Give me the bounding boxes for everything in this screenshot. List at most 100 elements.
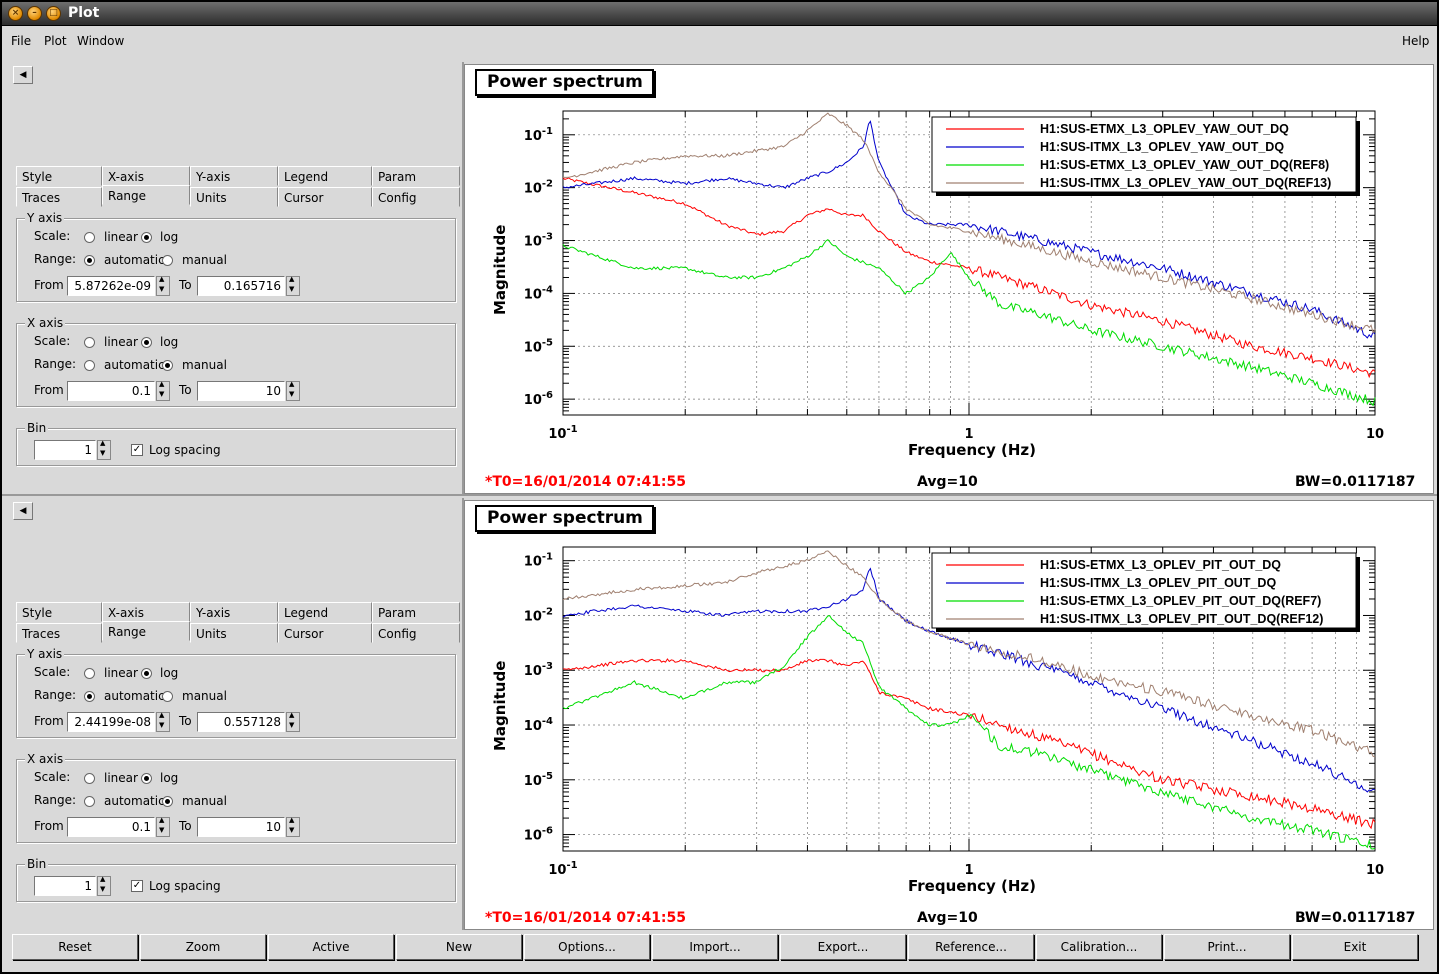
maximize-window-icon[interactable]: □ — [46, 6, 61, 21]
linear-label: linear — [104, 230, 138, 244]
tab-style[interactable]: Style — [16, 602, 102, 622]
tab-range[interactable]: Range — [102, 621, 190, 641]
xaxis-scale-log-radio[interactable] — [141, 337, 152, 348]
xaxis-range-automatic-radio[interactable] — [84, 796, 95, 807]
xaxis-to-field[interactable]: 10 — [197, 381, 285, 401]
range-label: Range: — [34, 688, 77, 702]
control-panel: ◀ Style X-axis Y-axis Legend Param Traces Range… — [2, 62, 462, 494]
tab-legend[interactable]: Legend — [278, 166, 372, 186]
tab-yaxis[interactable]: Y-axis — [190, 602, 278, 622]
tab-config[interactable]: Config — [372, 623, 460, 643]
collapse-panel-button[interactable]: ◀ — [13, 502, 33, 520]
yaxis-scale-linear-radio[interactable] — [84, 232, 95, 243]
log-spacing-checkbox[interactable]: ✓ — [131, 444, 143, 456]
plot-title: Power spectrum — [475, 69, 654, 96]
menu-plot[interactable]: Plot — [44, 34, 67, 48]
yaxis-from-stepper[interactable] — [156, 711, 170, 732]
grid — [563, 547, 1375, 851]
xaxis-to-field[interactable]: 10 — [197, 817, 285, 837]
log-label: log — [160, 230, 179, 244]
yaxis-scale-linear-radio[interactable] — [84, 668, 95, 679]
yaxis-to-stepper[interactable] — [286, 711, 300, 732]
yaxis-to-stepper[interactable] — [286, 275, 300, 296]
bin-stepper[interactable] — [97, 875, 111, 896]
xaxis-from-field[interactable]: 0.1 — [67, 381, 155, 401]
yaxis-from-field[interactable]: 2.44199e-08 — [67, 712, 155, 732]
title-bar[interactable]: × – □ Plot — [2, 2, 1437, 26]
tab-param[interactable]: Param — [372, 602, 460, 622]
xaxis-to-stepper[interactable] — [286, 816, 300, 837]
yaxis-scale-log-radio[interactable] — [141, 668, 152, 679]
xaxis-scale-log-radio[interactable] — [141, 773, 152, 784]
xaxis-scale-linear-radio[interactable] — [84, 773, 95, 784]
xaxis-from-stepper[interactable] — [156, 380, 170, 401]
y-axis-title: Magnitude — [491, 224, 509, 315]
tab-traces[interactable]: Traces — [16, 623, 102, 643]
tab-xaxis[interactable]: X-axis — [102, 602, 190, 622]
yaxis-scale-log-radio[interactable] — [141, 232, 152, 243]
xaxis-settings-group: X axis Scale: linear log Range: automatic manu… — [16, 316, 456, 407]
yaxis-range-manual-radio[interactable] — [162, 255, 173, 266]
xaxis-range-manual-radio[interactable] — [162, 796, 173, 807]
exit-button[interactable]: Exit — [1292, 934, 1418, 960]
tab-units[interactable]: Units — [190, 187, 278, 207]
bin-stepper[interactable] — [97, 439, 111, 460]
collapse-panel-button[interactable]: ◀ — [13, 66, 33, 84]
tab-config[interactable]: Config — [372, 187, 460, 207]
menu-file[interactable]: File — [11, 34, 32, 48]
scale-label: Scale: — [34, 334, 71, 348]
xaxis-range-manual-radio[interactable] — [162, 360, 173, 371]
print-button[interactable]: Print... — [1164, 934, 1290, 960]
tab-traces[interactable]: Traces — [16, 187, 102, 207]
x-tick-label: 1 — [964, 863, 973, 878]
plot-canvas[interactable]: Power spectrum Frequency (Hz) Magnitude *T0… — [464, 500, 1434, 930]
log-spacing-checkbox[interactable]: ✓ — [131, 880, 143, 892]
yaxis-to-field[interactable]: 0.557128 — [197, 712, 285, 732]
tab-cursor[interactable]: Cursor — [278, 187, 372, 207]
panel-divider[interactable] — [462, 498, 464, 930]
xaxis-from-stepper[interactable] — [156, 816, 170, 837]
tab-cursor[interactable]: Cursor — [278, 623, 372, 643]
close-window-icon[interactable]: × — [8, 6, 23, 21]
new-button[interactable]: New — [396, 934, 522, 960]
scale-label: Scale: — [34, 770, 71, 784]
menu-window[interactable]: Window — [77, 34, 125, 48]
panel-divider[interactable] — [462, 62, 464, 494]
yaxis-range-automatic-radio[interactable] — [84, 691, 95, 702]
yaxis-to-field[interactable]: 0.165716 — [197, 276, 285, 296]
xaxis-from-field[interactable]: 0.1 — [67, 817, 155, 837]
plot-canvas[interactable]: Power spectrum Frequency (Hz) Magnitude *T0… — [464, 64, 1434, 494]
range-label: Range: — [34, 357, 77, 371]
tab-param[interactable]: Param — [372, 166, 460, 186]
tab-legend[interactable]: Legend — [278, 602, 372, 622]
zoom-button[interactable]: Zoom — [140, 934, 266, 960]
bin-field[interactable]: 1 — [34, 876, 96, 896]
from-label: From — [34, 383, 64, 397]
export-button[interactable]: Export... — [780, 934, 906, 960]
xaxis-scale-linear-radio[interactable] — [84, 337, 95, 348]
yaxis-from-field[interactable]: 5.87262e-09 — [67, 276, 155, 296]
menu-help[interactable]: Help — [1402, 34, 1430, 48]
minimize-window-icon[interactable]: – — [27, 6, 42, 21]
tab-range[interactable]: Range — [102, 185, 190, 205]
bin-field[interactable]: 1 — [34, 440, 96, 460]
calibration-button[interactable]: Calibration... — [1036, 934, 1162, 960]
import-button[interactable]: Import... — [652, 934, 778, 960]
tab-style[interactable]: Style — [16, 166, 102, 186]
options-button[interactable]: Options... — [524, 934, 650, 960]
tab-yaxis[interactable]: Y-axis — [190, 166, 278, 186]
reset-button[interactable]: Reset — [12, 934, 138, 960]
yaxis-from-stepper[interactable] — [156, 275, 170, 296]
linear-label: linear — [104, 666, 138, 680]
xaxis-range-automatic-radio[interactable] — [84, 360, 95, 371]
tab-units[interactable]: Units — [190, 623, 278, 643]
reference-button[interactable]: Reference... — [908, 934, 1034, 960]
yaxis-range-automatic-radio[interactable] — [84, 255, 95, 266]
linear-label: linear — [104, 335, 138, 349]
yaxis-range-manual-radio[interactable] — [162, 691, 173, 702]
bin-settings-group: Bin 1 ✓ Log spacing — [16, 857, 456, 902]
yaxis-group-title: Y axis — [25, 211, 65, 225]
tab-xaxis[interactable]: X-axis — [102, 166, 190, 186]
xaxis-to-stepper[interactable] — [286, 380, 300, 401]
active-button[interactable]: Active — [268, 934, 394, 960]
